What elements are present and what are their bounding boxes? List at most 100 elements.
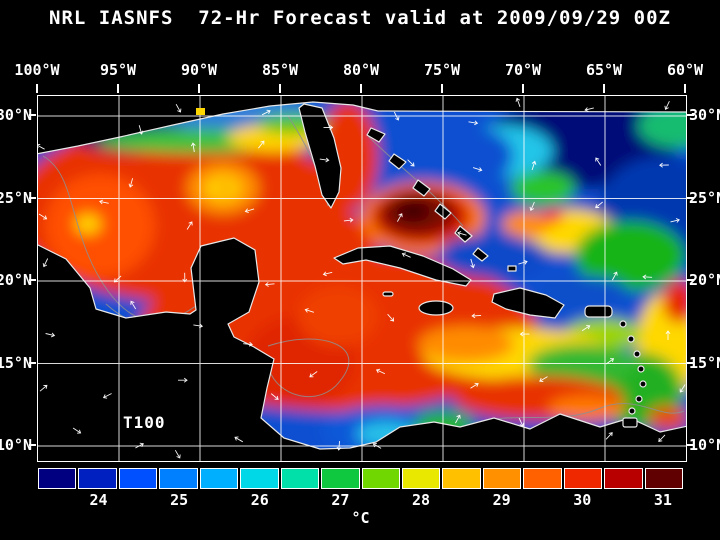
land-bahamas (412, 179, 431, 197)
colorbar-cell (240, 468, 279, 489)
lat-label: 20°N (0, 271, 32, 289)
vector-arrow (612, 271, 618, 281)
vector-arrow (264, 282, 275, 287)
lat-tick (687, 114, 694, 116)
forecast-map-svg: T100 (38, 96, 686, 461)
vector-arrow (664, 101, 670, 110)
vector-arrow (102, 393, 112, 399)
vector-arrow (518, 259, 528, 265)
vector-arrow (270, 393, 279, 400)
lon-tick (279, 84, 281, 93)
vector-arrow (322, 271, 333, 277)
vector-arrow (581, 325, 591, 332)
vector-arrow (45, 332, 56, 338)
latitude-ticks-left (29, 95, 36, 462)
colorbar-cell (199, 468, 239, 489)
vector-arrow (665, 330, 671, 340)
vector-arrow (38, 143, 45, 150)
vector-arrow (234, 436, 244, 443)
vector-arrow (470, 382, 479, 389)
colorbar-tick-label: 28 (411, 491, 430, 509)
lat-label: 30°N (0, 106, 32, 124)
vector-arrow (670, 218, 680, 223)
lon-tick (198, 84, 200, 93)
vector-arrow (605, 358, 615, 365)
page-title: NRL IASNFS 72-Hr Forecast valid at 2009/… (49, 7, 671, 29)
lat-tick (687, 196, 694, 199)
colorbar-cell (280, 468, 320, 489)
lat-tick (687, 279, 694, 281)
vector-arrow (407, 159, 415, 167)
land-bahamas (388, 153, 407, 170)
colorbar-tick-label: 26 (250, 491, 269, 509)
lat-label: 20°N (689, 271, 720, 289)
lon-label: 75°W (423, 61, 461, 79)
lat-label: 30°N (689, 106, 720, 124)
vector-arrow (658, 434, 666, 442)
vector-arrow (258, 140, 265, 149)
colorbar-cell (482, 468, 522, 489)
vector-arrow (42, 258, 49, 268)
land-jamaica (418, 300, 454, 316)
lat-label: 15°N (0, 353, 32, 372)
vector-arrow (595, 201, 603, 209)
buoy-marker (196, 108, 205, 115)
longitude-axis: 100°W 95°W 90°W 85°W 80°W 75°W 70°W 65°W 60°W (14, 61, 703, 81)
vector-arrow (182, 272, 188, 283)
vector-arrow (128, 178, 134, 188)
colorbar-cell (401, 468, 441, 489)
vector-arrow (595, 157, 602, 166)
latitude-axis-left: 30°N 25°N 20°N 15°N 10°N (0, 95, 34, 462)
vector-arrow (387, 313, 395, 322)
vector-arrow (186, 221, 193, 230)
vector-arrow (138, 125, 144, 135)
vector-arrow (457, 231, 467, 236)
colorbar-cell (159, 468, 198, 489)
latitude-ticks-right (687, 95, 694, 462)
lat-label: 10°N (0, 436, 32, 454)
vector-arrow (190, 142, 196, 153)
vector-arrow (323, 125, 334, 130)
lat-tick (29, 279, 36, 281)
vector-arrow (529, 201, 535, 212)
map-plot: T100 (37, 95, 687, 462)
lon-tick (36, 84, 38, 93)
colorbar-cell (78, 468, 117, 489)
vector-arrow (243, 341, 253, 347)
colorbar-cell (563, 468, 603, 489)
lon-tick (684, 84, 686, 93)
colorbar-cell (118, 468, 158, 489)
lat-tick (29, 196, 36, 199)
land-bahamas (472, 247, 489, 262)
land-bahamas (366, 127, 386, 143)
lat-tick (687, 444, 694, 446)
lat-label: 10°N (689, 436, 720, 454)
lon-tick (522, 84, 524, 93)
t100-label: T100 (123, 413, 166, 432)
lon-label: 80°W (342, 61, 380, 79)
vector-arrow (38, 213, 48, 220)
vector-arrow (397, 213, 403, 222)
colorbar-tick-label: 31 (653, 491, 672, 509)
lon-label: 90°W (180, 61, 218, 79)
vector-arrow (519, 331, 530, 337)
colorbar-cell (442, 468, 481, 489)
vector-arrow (470, 258, 475, 269)
lon-label: 85°W (261, 61, 299, 79)
land-turks (507, 265, 517, 272)
vector-arrow (605, 432, 613, 440)
vector-arrow (193, 323, 204, 329)
vector-arrow (471, 313, 482, 319)
vector-arrow (175, 103, 182, 113)
colorbar-tick-label: 29 (492, 491, 511, 509)
colorbar-unit-label: °C (351, 509, 370, 527)
lon-tick (117, 84, 119, 93)
land-hispaniola (491, 287, 565, 319)
wind-vectors (38, 97, 686, 459)
lon-tick (603, 84, 605, 93)
vector-arrow (518, 417, 525, 427)
vector-arrow (375, 368, 385, 375)
lat-tick (29, 114, 36, 116)
vector-arrow (130, 300, 137, 310)
lon-label: 60°W (666, 61, 704, 79)
